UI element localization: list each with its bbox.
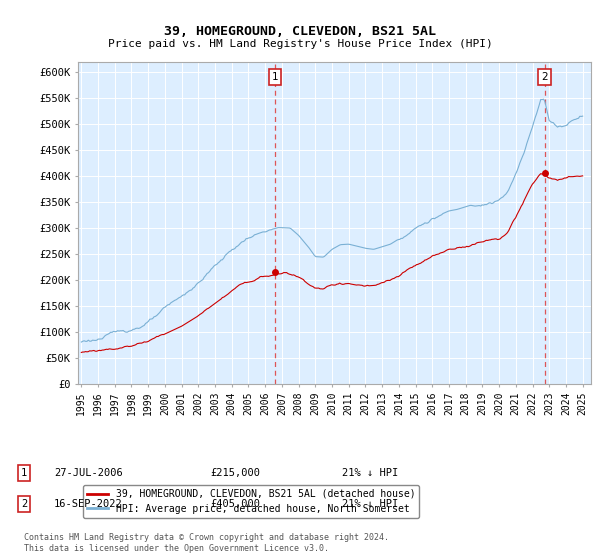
Text: £215,000: £215,000 [210, 468, 260, 478]
Text: 27-JUL-2006: 27-JUL-2006 [54, 468, 123, 478]
Text: 1: 1 [21, 468, 27, 478]
Text: 2: 2 [21, 499, 27, 509]
Text: 16-SEP-2022: 16-SEP-2022 [54, 499, 123, 509]
Text: Contains HM Land Registry data © Crown copyright and database right 2024.
This d: Contains HM Land Registry data © Crown c… [24, 534, 389, 553]
Text: 21% ↓ HPI: 21% ↓ HPI [342, 499, 398, 509]
Text: 21% ↓ HPI: 21% ↓ HPI [342, 468, 398, 478]
Legend: 39, HOMEGROUND, CLEVEDON, BS21 5AL (detached house), HPI: Average price, detache: 39, HOMEGROUND, CLEVEDON, BS21 5AL (deta… [83, 485, 419, 517]
Text: 39, HOMEGROUND, CLEVEDON, BS21 5AL: 39, HOMEGROUND, CLEVEDON, BS21 5AL [164, 25, 436, 38]
Text: 2: 2 [541, 72, 548, 82]
Text: £405,000: £405,000 [210, 499, 260, 509]
Text: 1: 1 [272, 72, 278, 82]
Text: Price paid vs. HM Land Registry's House Price Index (HPI): Price paid vs. HM Land Registry's House … [107, 39, 493, 49]
